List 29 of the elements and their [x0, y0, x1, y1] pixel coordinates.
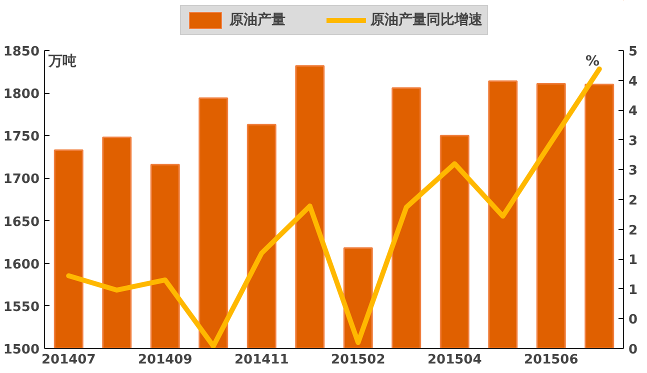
y2-tick-label: 2: [628, 194, 638, 208]
y-tick-label: 1750: [3, 130, 40, 145]
legend-label: 原油产量同比增速: [370, 11, 482, 29]
y2-tick-label: 2: [628, 223, 638, 238]
y-tick-label: 1850: [3, 44, 40, 60]
y-tick-label: 1800: [3, 87, 40, 102]
y-tick-label: 1700: [3, 172, 40, 188]
y2-tick-label: 4: [628, 74, 638, 90]
x-tick-label: 201502: [330, 352, 386, 368]
y2-tick-label: 1: [628, 282, 638, 298]
x-tick-label: 201411: [234, 352, 289, 368]
y2-tick-label: 1: [628, 253, 638, 268]
y2-tick-label: 0: [628, 312, 638, 328]
y2-tick-label: 3: [628, 164, 638, 179]
y-tick-label: 1500: [3, 342, 40, 358]
y2-tick-label: 0: [628, 342, 638, 358]
y-axis-title: 万吨: [48, 54, 76, 70]
y2-tick-label: 5: [628, 44, 638, 60]
x-tick-label: 201409: [138, 352, 192, 368]
x-tick-label: 201506: [524, 352, 578, 368]
y2-tick-label: 4: [628, 104, 638, 120]
y2-axis-title: %: [585, 54, 600, 70]
y-tick-label: 1550: [3, 300, 40, 315]
legend-label: 原油产量: [230, 11, 286, 29]
y-tick-label: 1600: [3, 257, 40, 272]
y-tick-label: 1650: [3, 214, 40, 230]
y2-tick-label: 3: [628, 134, 638, 149]
x-tick-label: 201407: [41, 352, 96, 368]
x-tick-label: 201504: [427, 352, 482, 368]
